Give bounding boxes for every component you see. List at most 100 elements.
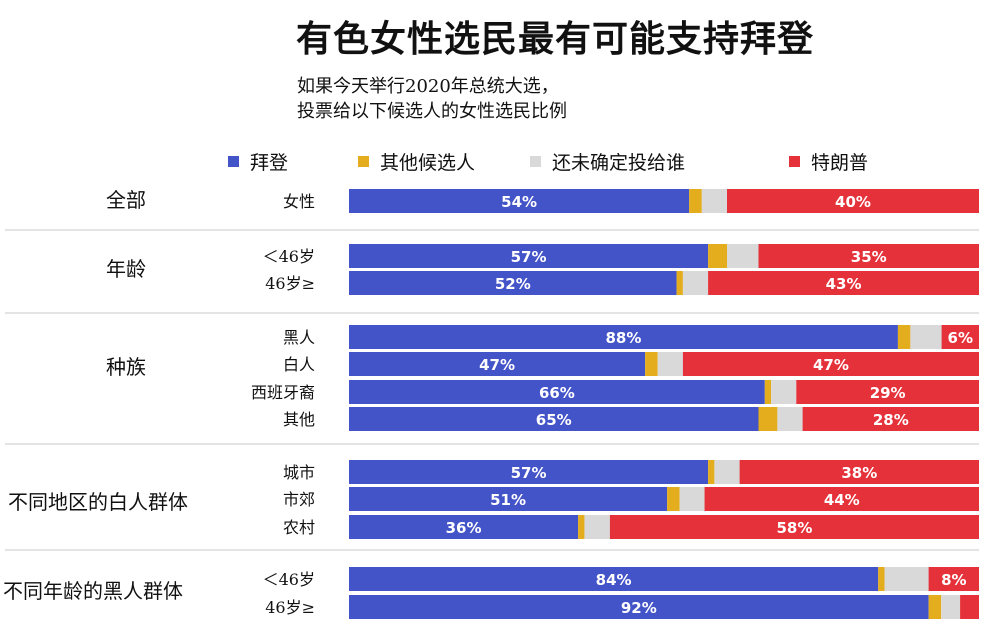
- row-label-2-0: 黑人: [283, 328, 315, 347]
- bar-segment-biden-0-0: [349, 189, 690, 213]
- bar-value-label-trump-2-1: 47%: [813, 356, 849, 374]
- legend-label-trump: 特朗普: [811, 152, 869, 174]
- bar-value-label-trump-4-0: 8%: [941, 571, 966, 589]
- group-label-1: 年龄: [106, 257, 146, 281]
- legend-item-biden: 拜登: [228, 148, 288, 175]
- bar-segment-other-2-0: [897, 325, 911, 349]
- bar-segment-biden-2-0: [349, 325, 898, 349]
- subtitle-line-1: 如果今天举行2020年总统大选，: [297, 76, 559, 97]
- bar-value-label-trump-3-1: 44%: [824, 491, 860, 509]
- bar-value-label-biden-4-1: 92%: [621, 599, 657, 617]
- row-label-3-0: 城市: [283, 463, 315, 482]
- bar-segment-trump-3-1: [704, 487, 979, 511]
- bar-segment-undecided-3-0: [714, 460, 740, 484]
- bar-value-label-trump-0-0: 40%: [835, 193, 871, 211]
- bar-value-label-biden-4-0: 84%: [596, 571, 632, 589]
- bar-value-label-trump-2-0: 6%: [948, 329, 973, 347]
- bar-segment-undecided-2-2: [771, 380, 797, 404]
- bar-segment-other-4-0: [878, 567, 885, 591]
- bar-segment-undecided-0-0: [701, 189, 727, 213]
- row-label-4-0: ＜46岁: [263, 570, 315, 589]
- chart-title: 有色女性选民最有可能支持拜登: [295, 18, 814, 60]
- bar-segment-trump-1-0: [758, 244, 979, 268]
- bar-segment-trump-1-1: [708, 271, 979, 295]
- group-label-0: 全部: [106, 188, 146, 212]
- bar-value-label-biden-3-0: 57%: [511, 464, 547, 482]
- bar-value-label-biden-2-1: 47%: [479, 356, 515, 374]
- row-label-3-1: 市郊: [283, 490, 315, 509]
- bar-value-label-biden-2-0: 88%: [606, 329, 642, 347]
- legend-label-other-candidates: 其他候选人: [380, 152, 476, 174]
- subtitle-line-2: 投票给以下候选人的女性选民比例: [297, 101, 567, 122]
- bar-segment-biden-1-0: [349, 244, 709, 268]
- bar-value-label-trump-2-3: 28%: [873, 411, 909, 429]
- bar-value-label-biden-3-1: 51%: [490, 491, 526, 509]
- row-label-0-0: 女性: [283, 192, 315, 211]
- bar-segment-undecided-1-0: [727, 244, 759, 268]
- bar-segment-other-2-3: [758, 407, 778, 431]
- bar-segment-biden-2-2: [349, 380, 765, 404]
- bar-value-label-biden-1-1: 52%: [495, 275, 531, 293]
- bar-segment-undecided-3-1: [679, 487, 705, 511]
- bar-segment-other-3-0: [708, 460, 715, 484]
- row-label-2-3: 其他: [283, 410, 315, 429]
- bar-segment-undecided-1-1: [682, 271, 709, 295]
- bar-segment-undecided-2-3: [777, 407, 803, 431]
- bar-segment-biden-1-1: [349, 271, 677, 295]
- row-label-1-0: ＜46岁: [263, 247, 315, 266]
- bar-segment-biden-2-3: [349, 407, 759, 431]
- legend-swatch-trump: [789, 156, 800, 167]
- bar-segment-undecided-2-1: [657, 352, 683, 376]
- row-label-2-2: 西班牙裔: [251, 383, 315, 402]
- bar-segment-biden-3-0: [349, 460, 709, 484]
- bar-segment-other-4-1: [928, 595, 942, 619]
- legend-item-other-candidates: 其他候选人: [358, 148, 475, 175]
- bar-segment-undecided-2-0: [910, 325, 942, 349]
- bar-segment-biden-4-1: [349, 595, 929, 619]
- bar-segment-other-2-1: [645, 352, 658, 376]
- chart-subtitle: 如果今天举行2020年总统大选， 投票给以下候选人的女性选民比例: [297, 74, 717, 124]
- bar-segment-undecided-4-1: [941, 595, 961, 619]
- group-label-2: 种族: [106, 355, 146, 379]
- bar-value-label-trump-3-2: 58%: [777, 519, 813, 537]
- bar-value-label-biden-2-3: 65%: [536, 411, 572, 429]
- bar-segment-trump-4-1: [960, 595, 979, 619]
- bar-segment-other-2-2: [764, 380, 772, 404]
- legend-swatch-undecided: [530, 156, 541, 167]
- bar-segment-undecided-4-0: [884, 567, 929, 591]
- row-label-2-1: 白人: [283, 355, 315, 374]
- bar-value-label-biden-1-0: 57%: [511, 248, 547, 266]
- bar-value-label-biden-0-0: 54%: [501, 193, 537, 211]
- bar-segment-trump-2-2: [796, 380, 979, 404]
- bar-value-label-biden-3-2: 36%: [446, 519, 482, 537]
- bar-segment-trump-2-3: [802, 407, 979, 431]
- legend-label-biden: 拜登: [250, 152, 289, 174]
- row-label-1-1: 46岁≥: [265, 274, 315, 293]
- bar-value-label-trump-1-1: 43%: [826, 275, 862, 293]
- bar-segment-trump-2-1: [682, 352, 979, 376]
- bar-segment-other-1-0: [708, 244, 727, 268]
- bar-segment-other-0-0: [689, 189, 702, 213]
- bar-segment-trump-3-2: [609, 515, 979, 539]
- chart-legend: 拜登 其他候选人 还未确定投给谁 特朗普: [0, 148, 989, 175]
- bar-value-label-trump-1-0: 35%: [851, 248, 887, 266]
- bar-segment-biden-3-1: [349, 487, 668, 511]
- legend-swatch-biden: [228, 156, 239, 167]
- row-label-4-1: 46岁≥: [265, 598, 315, 617]
- bar-segment-other-3-1: [667, 487, 680, 511]
- bar-value-label-trump-2-2: 29%: [870, 384, 906, 402]
- row-label-3-2: 农村: [283, 518, 315, 537]
- bar-segment-trump-3-0: [739, 460, 979, 484]
- bar-value-label-trump-3-0: 38%: [841, 464, 877, 482]
- bar-segment-biden-3-2: [349, 515, 579, 539]
- bar-value-label-biden-2-2: 66%: [539, 384, 575, 402]
- bar-segment-trump-2-0: [941, 325, 979, 349]
- legend-label-undecided: 还未确定投给谁: [552, 152, 686, 174]
- bar-segment-biden-2-1: [349, 352, 646, 376]
- legend-swatch-other-candidates: [358, 156, 369, 167]
- bar-segment-other-3-2: [578, 515, 585, 539]
- legend-item-trump: 特朗普: [789, 148, 868, 175]
- bar-segment-other-1-1: [676, 271, 683, 295]
- bar-segment-trump-4-0: [928, 567, 979, 591]
